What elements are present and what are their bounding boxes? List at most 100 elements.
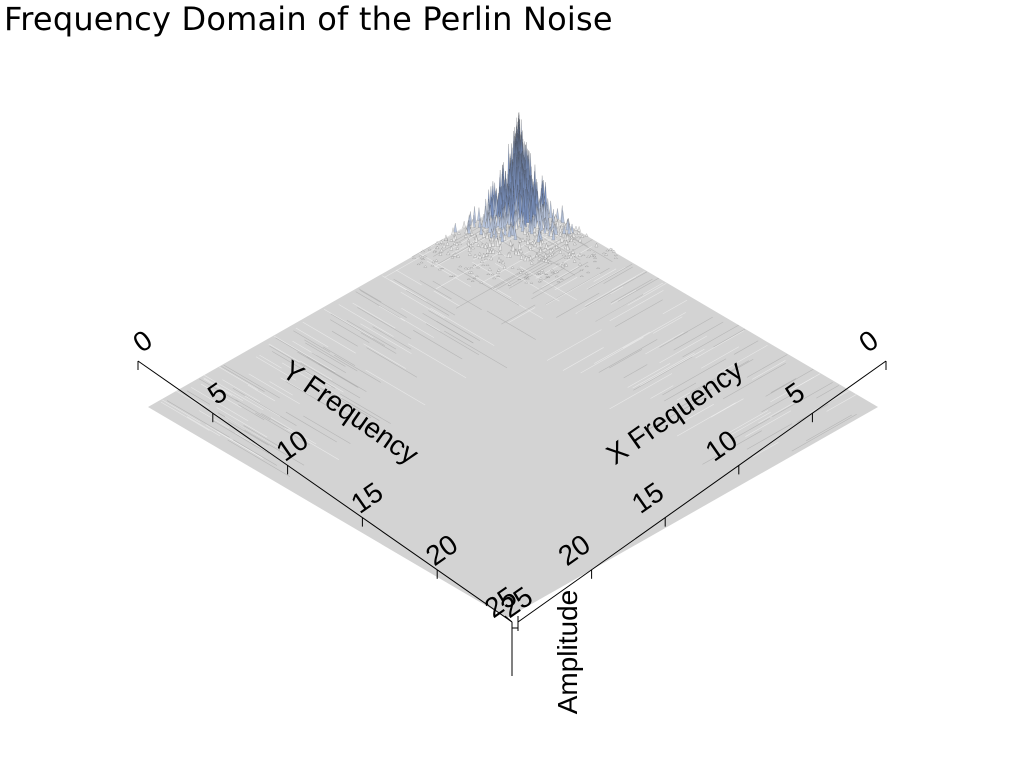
amplitude-spike xyxy=(466,278,471,280)
surface-ridge xyxy=(556,292,600,318)
surface-ridge xyxy=(222,379,261,403)
y-axis-line xyxy=(137,360,513,623)
x-tick-label: 0 xyxy=(853,324,884,358)
amplitude-spike xyxy=(476,243,481,247)
amplitude-spike xyxy=(448,275,454,277)
amplitude-spike xyxy=(507,283,512,286)
surface-ridge xyxy=(360,332,397,354)
amplitude-spike xyxy=(516,267,521,270)
surface-ridge xyxy=(322,346,356,366)
amplitude-spike xyxy=(449,238,454,242)
surface-ridge xyxy=(218,366,258,390)
surface-ridge xyxy=(198,410,230,429)
surface-ridge xyxy=(238,404,265,421)
amplitude-spike xyxy=(569,237,574,242)
amplitude-spike xyxy=(488,267,492,271)
amplitude-spike xyxy=(452,235,456,242)
surface-ridge xyxy=(609,349,643,369)
amplitude-spike xyxy=(518,238,522,243)
surface-ridge xyxy=(338,304,394,337)
amplitude-spike xyxy=(468,252,472,256)
surface-ridge xyxy=(284,427,339,460)
amplitude-spike xyxy=(421,258,426,260)
amplitude-spike xyxy=(574,225,578,231)
surface-ridge xyxy=(673,321,724,351)
amplitude-spike xyxy=(519,248,523,253)
surface-ridge xyxy=(346,320,397,350)
amplitude-spike xyxy=(555,208,560,220)
amplitude-spike xyxy=(593,257,598,259)
amplitude-spike xyxy=(564,245,568,249)
amplitude-spike xyxy=(577,226,581,232)
surface-ridge xyxy=(615,299,663,328)
surface-ridge xyxy=(352,302,396,329)
amplitude-spike xyxy=(560,278,564,280)
amplitude-spike xyxy=(510,266,515,269)
surface-ridge xyxy=(567,239,593,254)
surface-ridge xyxy=(723,411,771,440)
surface-ridge xyxy=(271,351,336,389)
amplitude-spike xyxy=(488,239,492,248)
surface-ridge xyxy=(199,378,239,403)
surface-ridge xyxy=(575,286,624,314)
amplitude-spike xyxy=(550,271,555,274)
amplitude-spike xyxy=(592,255,597,257)
amplitude-spike xyxy=(438,252,443,256)
amplitude-spike xyxy=(605,249,610,252)
surface-ridge xyxy=(204,374,264,411)
amplitude-spike xyxy=(484,253,489,257)
amplitude-spike xyxy=(539,277,543,280)
amplitude-spike xyxy=(530,219,534,235)
amplitude-spike xyxy=(581,253,586,256)
surface-ridge xyxy=(186,390,211,405)
surface-ridge xyxy=(372,326,412,350)
surface-ridge xyxy=(280,377,311,396)
surface-ridge xyxy=(622,312,686,349)
surface-ridge xyxy=(664,382,697,402)
surface-ridge xyxy=(733,340,759,355)
surface-ridge xyxy=(330,319,370,343)
amplitude-spike xyxy=(569,254,573,259)
amplitude-spike xyxy=(452,241,457,245)
surface-ridge xyxy=(358,288,382,303)
surface-ridge xyxy=(508,261,552,287)
amplitude-spike xyxy=(457,231,461,235)
amplitude-spike xyxy=(540,268,544,272)
amplitude-spike xyxy=(489,228,494,238)
amplitude-spike xyxy=(511,243,515,252)
surface-ridge xyxy=(216,407,268,438)
amplitude-spike xyxy=(535,220,540,229)
surface-ridge xyxy=(770,378,797,393)
surface-ridge xyxy=(259,354,282,369)
surface-ridge xyxy=(687,360,749,396)
surface-ridge xyxy=(627,282,667,306)
surface-ridge xyxy=(330,313,385,346)
surface-ridge xyxy=(725,410,769,436)
amplitude-spike xyxy=(544,273,548,275)
amplitude-spike xyxy=(497,250,502,255)
surface-ridge xyxy=(235,432,269,453)
surface-ridge xyxy=(303,415,351,444)
amplitude-spike xyxy=(472,264,477,266)
surface-ridge xyxy=(640,348,705,386)
amplitude-spike xyxy=(423,254,427,258)
amplitude-spike xyxy=(497,228,501,234)
amplitude-spike xyxy=(474,274,479,277)
amplitude-spike xyxy=(572,232,576,238)
surface-ridge xyxy=(593,268,617,282)
z-axis-label: Amplitude xyxy=(552,590,583,715)
surface-ridge xyxy=(650,385,674,399)
amplitude-spike xyxy=(524,272,529,275)
amplitude-spike xyxy=(488,218,492,233)
amplitude-spike xyxy=(490,273,495,276)
surface-ridge xyxy=(334,354,381,383)
surface-ridge xyxy=(519,266,577,301)
amplitude-spike xyxy=(498,217,503,229)
surface-ridge xyxy=(400,318,435,338)
amplitude-spike xyxy=(546,244,550,250)
amplitude-spike xyxy=(554,223,558,235)
amplitude-spike xyxy=(594,242,599,248)
surface-ridge xyxy=(546,329,602,361)
amplitude-spike xyxy=(537,273,542,275)
surface-ridge xyxy=(160,401,210,431)
